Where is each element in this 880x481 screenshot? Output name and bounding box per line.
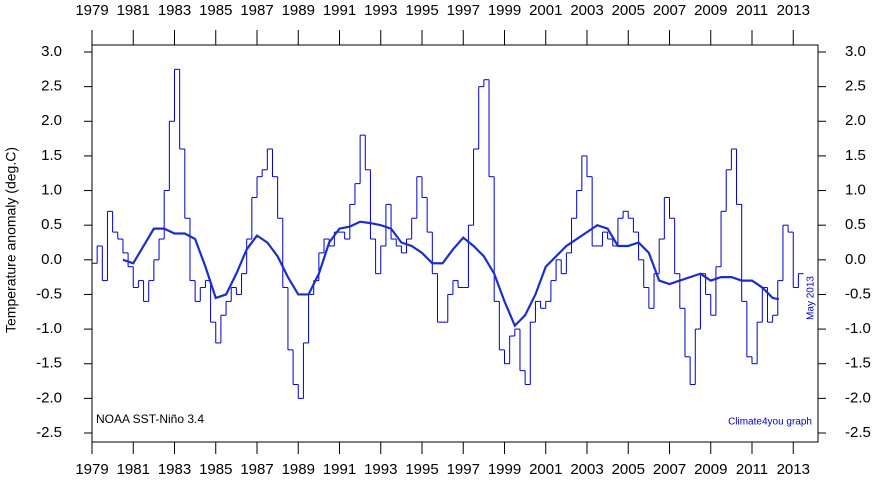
y2-tick-label: 3.0 xyxy=(845,43,866,60)
x-tick-label: 1999 xyxy=(488,461,521,478)
y2-tick-label: -1.0 xyxy=(845,320,871,337)
x-tick-label: 2011 xyxy=(736,461,768,478)
x-tick-label: 1997 xyxy=(447,461,480,478)
date-label: May 2013 xyxy=(806,276,817,320)
x-tick-label-top: 1985 xyxy=(199,2,232,19)
y2-tick-label: -0.5 xyxy=(845,285,871,302)
x-tick-label-top: 2007 xyxy=(653,2,686,19)
x-tick-label: 1993 xyxy=(364,461,397,478)
running-mean xyxy=(122,220,780,328)
y-tick-label: -0.5 xyxy=(36,285,62,302)
x-tick-label: 2009 xyxy=(694,461,727,478)
y2-tick-label: 1.0 xyxy=(845,182,866,199)
plot-frame xyxy=(91,44,819,443)
x-tick-label-top: 1995 xyxy=(405,2,438,19)
y2-tick-label: 1.5 xyxy=(845,147,866,164)
y-tick-label: 2.0 xyxy=(41,112,62,129)
x-tick-label: 1985 xyxy=(199,461,232,478)
x-tick-label-top: 2005 xyxy=(612,2,645,19)
y2-tick-label: 0.0 xyxy=(845,251,866,268)
y2-tick-label: 2.0 xyxy=(845,112,866,129)
y-tick-label: 3.0 xyxy=(41,43,62,60)
x-tick-label-top: 1991 xyxy=(323,2,356,19)
y2-tick-label: 2.5 xyxy=(845,78,866,95)
y-tick-label: -1.5 xyxy=(36,355,62,372)
source-label: NOAA SST-Niño 3.4 xyxy=(96,412,204,426)
y-tick-label: 1.0 xyxy=(41,182,62,199)
y-axis-label: Temperature anomaly (deg.C) xyxy=(3,147,19,333)
y-tick-label: 1.5 xyxy=(41,147,62,164)
step-risers xyxy=(96,69,799,399)
x-tick-label: 2001 xyxy=(529,461,562,478)
x-tick-label-top: 2009 xyxy=(694,2,727,19)
y2-tick-label: -2.0 xyxy=(845,389,871,406)
x-tick-label-top: 2013 xyxy=(777,2,810,19)
x-tick-label-top: 2011 xyxy=(736,2,768,19)
x-tick-label-top: 2003 xyxy=(570,2,603,19)
y2-tick-label: -2.5 xyxy=(845,424,871,441)
x-tick-label-top: 1997 xyxy=(447,2,480,19)
x-tick-label: 1981 xyxy=(117,461,150,478)
x-tick-label: 2007 xyxy=(653,461,686,478)
x-tick-label: 1983 xyxy=(158,461,191,478)
y-tick-label: 2.5 xyxy=(41,78,62,95)
x-tick-label-top: 1989 xyxy=(282,2,315,19)
x-tick-label: 2013 xyxy=(777,461,810,478)
x-tick-label-top: 1983 xyxy=(158,2,191,19)
x-tick-label: 1991 xyxy=(323,461,356,478)
x-tick-label: 2003 xyxy=(570,461,603,478)
x-tick-label-top: 1987 xyxy=(240,2,273,19)
x-tick-label: 2005 xyxy=(612,461,645,478)
y-tick-label: -2.5 xyxy=(36,424,62,441)
y-tick-label: 0.0 xyxy=(41,251,62,268)
x-tick-label-top: 2001 xyxy=(529,2,562,19)
y-tick-label: 0.5 xyxy=(41,216,62,233)
credit-label: Climate4you graph xyxy=(728,417,812,428)
y-tick-label: -2.0 xyxy=(36,389,62,406)
x-tick-label: 1995 xyxy=(405,461,438,478)
x-tick-label-top: 1979 xyxy=(75,2,108,19)
y2-tick-label: 0.5 xyxy=(845,216,866,233)
y-tick-label: -1.0 xyxy=(36,320,62,337)
x-tick-label: 1989 xyxy=(282,461,315,478)
x-tick-label: 1979 xyxy=(75,461,108,478)
x-tick-label-top: 1993 xyxy=(364,2,397,19)
x-tick-label-top: 1999 xyxy=(488,2,521,19)
x-tick-label: 1987 xyxy=(240,461,273,478)
y2-tick-label: -1.5 xyxy=(845,355,871,372)
x-tick-label-top: 1981 xyxy=(117,2,150,19)
